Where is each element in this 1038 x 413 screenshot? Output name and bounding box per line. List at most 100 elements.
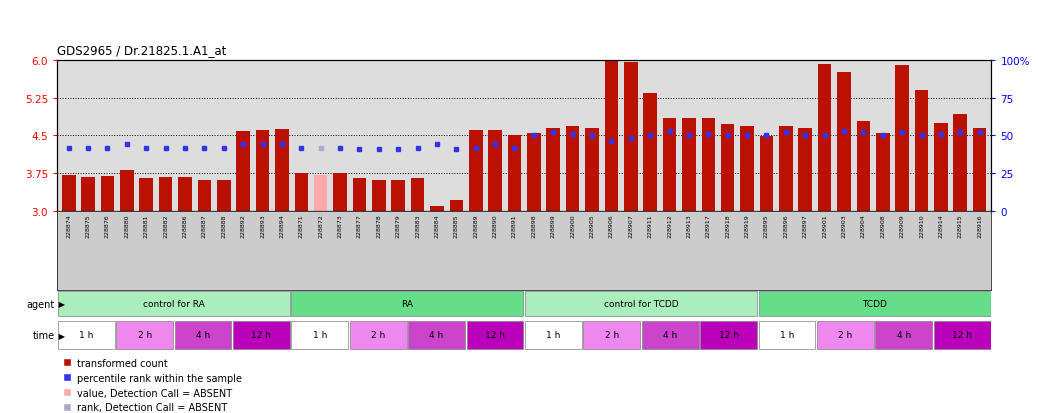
Bar [818,65,831,211]
Text: 228884: 228884 [435,214,439,237]
Text: 228895: 228895 [764,214,769,237]
Text: 228897: 228897 [802,214,808,237]
Bar [353,179,366,211]
Text: 2 h: 2 h [605,330,619,339]
Bar [466,322,523,349]
Text: control for RA: control for RA [143,299,204,308]
Text: 228876: 228876 [105,214,110,237]
Bar [566,127,579,211]
Bar [934,322,990,349]
Bar [58,322,114,349]
Text: 1 h: 1 h [546,330,561,339]
Bar [292,322,348,349]
Text: agent: agent [27,299,55,309]
Text: time: time [33,330,55,341]
Bar [856,122,870,211]
Text: 228879: 228879 [395,214,401,237]
Text: 228913: 228913 [686,214,691,237]
Bar [527,133,541,211]
Bar [275,130,289,211]
Text: 228900: 228900 [570,214,575,237]
Text: 228888: 228888 [221,214,226,237]
Text: 228885: 228885 [454,214,459,237]
Bar [702,119,715,211]
Text: 228898: 228898 [531,214,537,237]
Bar [58,291,290,317]
Bar [780,127,793,211]
Text: 12 h: 12 h [251,330,272,339]
Text: control for TCDD: control for TCDD [604,299,678,308]
Text: 228896: 228896 [784,214,788,237]
Bar [197,180,211,211]
Bar [411,179,425,211]
Bar [604,61,619,211]
Text: 228899: 228899 [551,214,555,237]
Text: 228881: 228881 [143,214,148,237]
Bar [760,137,773,211]
Text: 228906: 228906 [609,214,613,237]
Text: ▶: ▶ [56,331,65,340]
Text: 228872: 228872 [319,214,323,237]
Bar [682,119,695,211]
Text: 4 h: 4 h [196,330,210,339]
Bar [333,174,347,211]
Text: 228912: 228912 [667,214,672,237]
Text: 228875: 228875 [85,214,90,237]
Text: 228878: 228878 [377,214,381,237]
Text: 228886: 228886 [183,214,188,237]
Bar [469,131,483,211]
Bar [838,73,851,211]
Text: 228916: 228916 [977,214,982,237]
Bar [759,322,816,349]
Bar [641,322,699,349]
Bar [174,322,231,349]
Text: 1 h: 1 h [79,330,93,339]
Bar [372,180,385,211]
Bar [973,128,986,211]
Bar [408,322,465,349]
Bar [81,177,94,211]
Text: 228883: 228883 [415,214,420,237]
Bar [663,119,677,211]
Bar [350,322,407,349]
Bar [217,181,230,211]
Bar [313,175,327,211]
Bar [391,180,405,211]
Text: 1 h: 1 h [312,330,327,339]
Bar [449,200,463,211]
Text: 228882: 228882 [163,214,168,237]
Bar [116,322,173,349]
Bar [233,322,290,349]
Text: 228907: 228907 [628,214,633,237]
Text: 228918: 228918 [726,214,730,237]
Text: RA: RA [402,299,413,308]
Text: 228911: 228911 [648,214,653,237]
Bar [292,291,523,317]
Text: 228917: 228917 [706,214,711,237]
Bar [488,131,502,211]
Bar [721,125,735,211]
Text: 2 h: 2 h [839,330,852,339]
Bar [525,291,757,317]
Text: 2 h: 2 h [372,330,385,339]
Bar [101,177,114,211]
Bar [430,206,444,211]
Text: 228908: 228908 [880,214,885,237]
Text: 228874: 228874 [66,214,72,237]
Bar [585,128,599,211]
Text: 228889: 228889 [473,214,479,237]
Text: 228909: 228909 [900,214,905,237]
Text: GDS2965 / Dr.21825.1.A1_at: GDS2965 / Dr.21825.1.A1_at [57,44,226,57]
Text: 228901: 228901 [822,214,827,237]
Text: 228891: 228891 [512,214,517,237]
Text: 228873: 228873 [337,214,343,237]
Text: 228903: 228903 [842,214,846,237]
Bar [954,115,967,211]
Bar [179,177,192,211]
Bar [139,179,153,211]
Text: 228910: 228910 [919,214,924,237]
Text: 12 h: 12 h [952,330,973,339]
Bar [934,123,948,211]
Text: 228914: 228914 [938,214,944,237]
Bar [120,170,134,211]
